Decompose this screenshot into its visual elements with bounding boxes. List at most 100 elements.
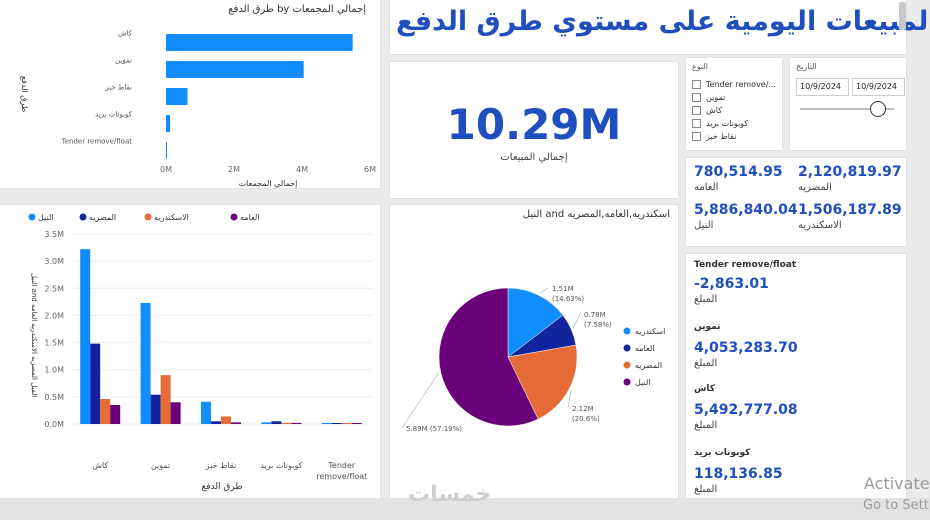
- activate-subtext: Go to Sett: [863, 498, 929, 513]
- bottom-strip: [0, 498, 930, 520]
- date-to-input[interactable]: 10/9/2024: [852, 78, 905, 96]
- method-name: كاش: [694, 384, 716, 394]
- column-x-axis-label: طرق الدفع: [201, 482, 242, 492]
- column-x-tick: كاش: [92, 461, 108, 470]
- scrollbar[interactable]: [899, 2, 906, 30]
- column-bar: [150, 394, 161, 424]
- hbar-x-tick: 0M: [160, 165, 172, 174]
- hbar-y-axis-label: طرق الدفع: [20, 76, 29, 112]
- pie-legend-label: اسكندريه: [635, 327, 665, 336]
- pie-data-label: 1.51M: [552, 285, 574, 293]
- pie-data-label: (7.58%): [584, 321, 612, 329]
- column-bar: [170, 402, 181, 424]
- hbar-x-tick: 2M: [228, 165, 240, 174]
- column-legend-marker: [144, 213, 152, 221]
- method-name: Tender remove/float: [694, 260, 797, 270]
- hbar-chart: كاش تموين نقاط خبز كوبونات بريد Tender remov…: [20, 30, 376, 189]
- pie-legend-label: المصريه: [635, 361, 662, 370]
- type-filter-list: Tender remove/... تموين كاش كوبونات بريد…: [692, 78, 776, 143]
- column-bar: [321, 423, 332, 424]
- pie-data-label: (20.6%): [572, 415, 600, 423]
- region-value: 5,886,840.04: [694, 202, 798, 218]
- column-x-tick: نقاط خبز: [205, 461, 236, 470]
- hbar-x-axis-label: إجمالي المجمعات: [239, 179, 298, 188]
- hbar-bar: [166, 88, 188, 105]
- total-sales-value: 10.29M: [446, 100, 622, 149]
- column-chart: 0.0M 0.5M 1.0M 1.5M 2.0M 2.5M 3.0M 3.5M النيل الم…: [28, 213, 372, 492]
- hbar-category-label: كوبونات بريد: [95, 111, 133, 119]
- pie-legend-marker: [623, 361, 631, 369]
- checkbox-icon[interactable]: [692, 93, 701, 102]
- hbar-category-label: كاش: [118, 30, 133, 38]
- column-bar: [221, 416, 231, 424]
- methods-list-card[interactable]: Tender remove/float -2,863.01 المبلغ تمو…: [686, 254, 906, 498]
- pie-slice: [438, 287, 539, 427]
- pie-leader-line: [572, 313, 581, 329]
- column-y-tick: 2.5M: [44, 284, 64, 293]
- method-value: 118,136.85: [694, 466, 783, 482]
- title-card: المبيعات اليومية على مستوي طرق الدفع: [390, 0, 930, 54]
- pie-chart-card[interactable]: النيل and اسكندريه,العامه,المصريه 1.51M (…: [390, 205, 678, 498]
- checkbox-icon[interactable]: [692, 119, 701, 128]
- column-legend-label: المصريه: [89, 213, 116, 222]
- type-option[interactable]: نقاط خبز: [692, 130, 776, 143]
- date-slider-handle[interactable]: [870, 101, 886, 117]
- column-chart-card[interactable]: 0.0M 0.5M 1.0M 1.5M 2.0M 2.5M 3.0M 3.5M النيل الم…: [0, 205, 380, 498]
- region-label: النيل: [694, 220, 714, 231]
- hbar-bar: [166, 61, 304, 78]
- type-filter-card: النوع Tender remove/... تموين كاش كوبونا…: [686, 58, 782, 150]
- date-from-input[interactable]: 10/9/2024: [796, 78, 849, 96]
- column-x-tick: كوبونات بريد: [260, 461, 302, 470]
- pie-slice: [507, 344, 578, 420]
- column-bar: [140, 302, 151, 424]
- type-option[interactable]: كوبونات بريد: [692, 117, 776, 130]
- region-value: 1,506,187.89: [798, 202, 902, 218]
- dashboard-title: المبيعات اليومية على مستوي طرق الدفع: [396, 6, 930, 37]
- regions-card[interactable]: 780,514.95 العامه 2,120,819.97 المصريه 5…: [686, 158, 906, 246]
- pie-chart: 1.51M (14.63%)0.78M (7.58%) 2.12M (20.6%) 5.8…: [401, 285, 665, 433]
- column-legend-label: الاسكندريه: [154, 213, 189, 222]
- type-option[interactable]: تموين: [692, 91, 776, 104]
- column-legend-label: النيل: [38, 213, 54, 222]
- column-x-tick: Tender: [327, 461, 356, 470]
- column-bar: [90, 343, 101, 424]
- column-bar: [261, 422, 272, 424]
- total-sales-card[interactable]: 10.29M إجمالي المبيعات: [390, 62, 678, 198]
- method-name: كوبونات بريد: [694, 448, 751, 458]
- checkbox-icon[interactable]: [692, 80, 701, 89]
- pie-legend-marker: [623, 344, 631, 352]
- pie-leader-line: [401, 372, 440, 429]
- column-legend-label: العامه: [240, 213, 260, 222]
- hbar-chart-card[interactable]: طرق الدفع by إجمالي المجمعات كاش تموين نقا…: [0, 0, 380, 188]
- date-filter-title: التاريخ: [796, 62, 817, 71]
- region-value: 2,120,819.97: [798, 164, 902, 180]
- column-bar: [201, 401, 211, 424]
- column-x-tick: remove/float: [316, 472, 367, 481]
- pie-data-label: (14.63%): [552, 295, 584, 303]
- column-y-axis-label: النيل and الفيل المصريه الاسكندريه العام…: [30, 273, 38, 397]
- total-sales-label: إجمالي المبيعات: [500, 152, 568, 163]
- type-option[interactable]: كاش: [692, 104, 776, 117]
- hbar-category-label: نقاط خبز: [104, 84, 132, 92]
- checkbox-icon[interactable]: [692, 106, 701, 115]
- type-option[interactable]: Tender remove/...: [692, 78, 776, 91]
- pie-data-label: 5.89M (57.19%): [406, 425, 462, 433]
- column-y-tick: 1.5M: [44, 339, 64, 348]
- pie-chart-title: النيل and اسكندريه,العامه,المصريه: [522, 209, 670, 220]
- date-slider-track[interactable]: [800, 108, 894, 110]
- column-bar: [110, 405, 121, 424]
- method-value: -2,863.01: [694, 276, 769, 292]
- column-bar: [271, 421, 282, 424]
- checkbox-icon[interactable]: [692, 132, 701, 141]
- hbar-x-tick: 6M: [364, 165, 376, 174]
- column-bar: [351, 423, 362, 424]
- hbar-bar: [166, 115, 171, 132]
- pie-legend-label: العامه: [635, 344, 655, 353]
- watermark-logo: خمسات: [408, 482, 492, 507]
- pie-legend-marker: [623, 327, 631, 335]
- hbar-category-label: تموين: [115, 57, 132, 65]
- activate-text: Activate: [864, 474, 930, 493]
- column-x-tick: تموين: [151, 461, 170, 470]
- hbar-category-label: Tender remove/float: [61, 138, 133, 146]
- column-y-tick: 3.0M: [44, 257, 64, 266]
